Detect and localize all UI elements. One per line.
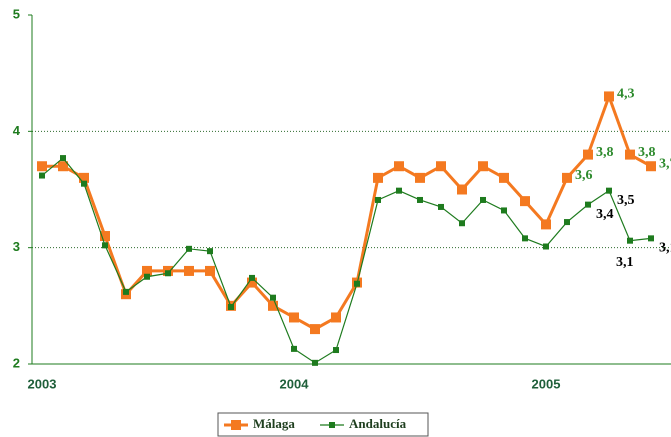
legend-marker [329,422,335,428]
marker [249,274,255,281]
y-tick-label: 4 [13,123,21,138]
marker [268,300,278,311]
marker [459,220,465,227]
marker [184,265,194,276]
marker [648,235,654,242]
marker [375,196,381,203]
marker [562,172,572,183]
marker [102,242,108,249]
marker [100,231,110,242]
marker [312,359,318,366]
marker [583,149,593,160]
marker [522,235,528,242]
data-label: 3,8 [596,145,614,160]
data-label: 3,8 [638,145,656,160]
marker [394,161,404,172]
marker [205,265,215,276]
y-tick-label: 2 [13,355,20,370]
marker [186,245,192,252]
marker [480,196,486,203]
marker [331,312,341,323]
marker [333,347,339,354]
marker [627,237,633,244]
marker [499,172,509,183]
marker [81,180,87,187]
marker [438,203,444,210]
data-label: 3,7 [659,156,671,171]
series-line [41,157,652,364]
data-label: 3,1 [659,241,671,256]
marker [604,91,614,102]
marker [60,155,66,162]
series-line [42,92,652,331]
x-tick-label: 2003 [28,376,57,391]
marker [354,280,360,287]
y-tick-label: 3 [13,239,20,254]
marker [142,265,152,276]
marker [247,277,257,288]
marker [564,219,570,226]
data-label: 3,1 [616,255,634,270]
marker [39,172,45,179]
marker [207,248,213,255]
marker [165,270,171,277]
data-label: 3,6 [575,168,593,183]
marker [646,161,656,172]
marker [58,161,68,172]
marker [310,324,320,335]
marker [606,187,612,194]
x-tick-label: 2004 [280,376,310,391]
x-tick-label: 2005 [532,376,561,391]
data-label: 4,3 [617,87,635,102]
marker [37,161,47,172]
marker [625,149,635,160]
marker [289,312,299,323]
marker [373,172,383,183]
legend-label: Málaga [253,416,295,431]
marker [291,345,297,352]
marker [415,172,425,183]
marker [436,161,446,172]
marker [585,201,591,208]
marker [501,207,507,214]
marker [478,161,488,172]
marker [543,243,549,250]
marker [417,196,423,203]
data-label: 3,5 [617,193,635,208]
marker [144,273,150,280]
marker [228,303,234,310]
marker [270,294,276,301]
marker [520,196,530,207]
legend-marker [231,420,241,430]
marker [457,184,467,195]
marker [79,172,89,183]
marker [541,219,551,230]
legend-label: Andalucía [349,416,407,431]
marker [396,187,402,194]
marker [123,288,129,295]
data-label: 3,4 [596,207,614,222]
y-tick-label: 5 [13,6,20,21]
